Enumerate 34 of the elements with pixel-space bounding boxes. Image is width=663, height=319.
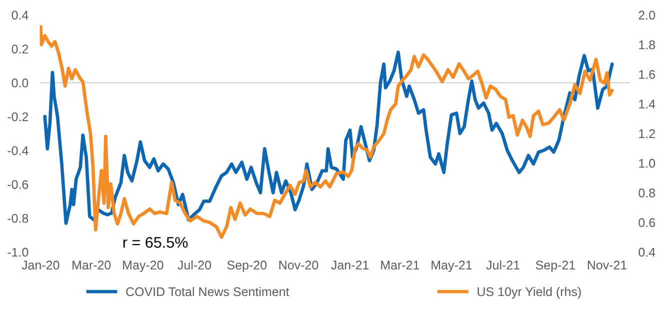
y-tick-label: -0.4	[8, 146, 28, 156]
x-tick-label: Jan-21	[331, 260, 369, 270]
legend-label: COVID Total News Sentiment	[126, 286, 290, 296]
y-tick-label: -0.2	[8, 112, 28, 122]
x-tick-label: Sep-21	[536, 260, 575, 272]
x-tick-label: May-21	[432, 260, 472, 272]
y2-tick-label: 1.2	[639, 129, 655, 138]
line-series	[43, 50, 614, 225]
annotation: r = 65.5%	[123, 236, 188, 248]
y-tick-label: -0.8	[8, 214, 28, 223]
y-tick-label: 0.4	[12, 10, 28, 20]
legend-label: US 10yr Yield (rhs)	[478, 286, 581, 299]
y-tick-label: -1.0	[8, 248, 28, 257]
y2-tick-label: 2.0	[638, 10, 656, 20]
x-tick-label: May-20	[123, 260, 164, 272]
x-tick-label: Nov-21	[588, 260, 627, 270]
y2-tick-label: 1.4	[639, 100, 656, 108]
line-series	[40, 25, 614, 239]
y2-tick-label: 1.0	[639, 158, 656, 168]
x-tick-label: Jul-20	[178, 260, 212, 270]
x-tick-label: Nov-20	[279, 260, 318, 270]
x-tick-label: Mar-20	[72, 260, 111, 270]
y2-tick-label: 0.4	[638, 248, 656, 257]
y2-tick-label: 0.8	[638, 188, 656, 198]
y2-tick-label: 0.6	[638, 218, 656, 228]
x-tick-label: Jan-20	[22, 260, 60, 270]
y2-tick-label: 1.6	[639, 70, 656, 79]
y2-tick-label: 1.8	[639, 40, 656, 50]
x-tick-label: Mar-21	[381, 260, 420, 270]
y-tick-label: -0.6	[8, 180, 28, 189]
y-tick-label: 0.0	[12, 78, 28, 88]
x-tick-label: Jul-21	[486, 260, 520, 270]
x-tick-label: Sep-20	[227, 260, 267, 272]
y-tick-label: 0.2	[12, 44, 28, 54]
